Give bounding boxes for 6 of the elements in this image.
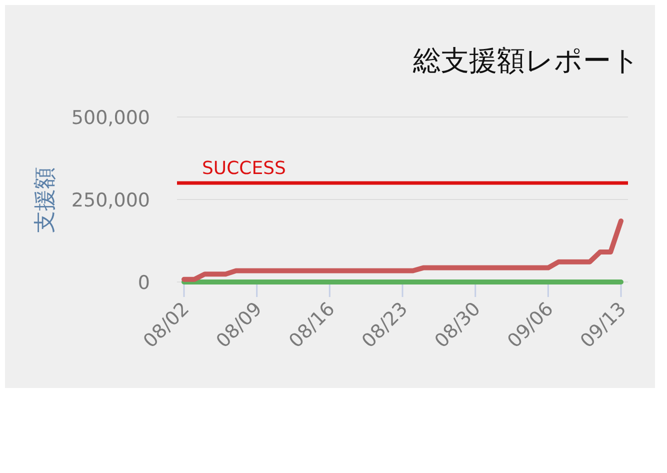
y-tick-label: 250,000	[71, 190, 150, 212]
y-axis-title: 支援額	[33, 167, 58, 233]
y-tick-label: 500,000	[71, 107, 150, 129]
y-tick-label: 0	[138, 272, 150, 294]
ref-line-label: SUCCESS	[202, 158, 286, 179]
chart-title: 総支援額レポート	[412, 44, 640, 77]
